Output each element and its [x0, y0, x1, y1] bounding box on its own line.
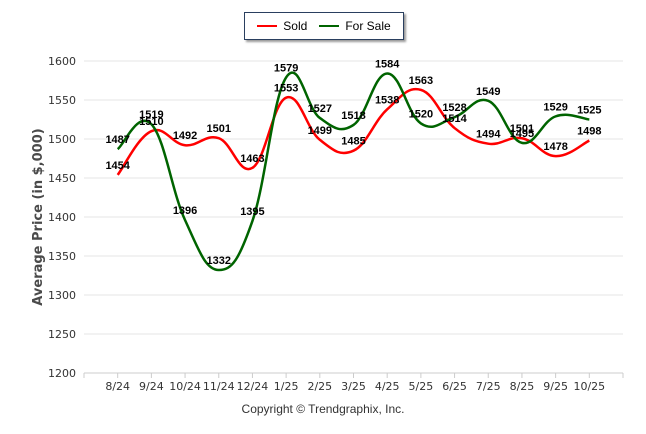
- legend-item-sold[interactable]: Sold: [257, 19, 307, 33]
- data-label-for-sale: 1528: [442, 102, 466, 114]
- legend-swatch-for-sale: [319, 25, 340, 27]
- data-label-for-sale: 1529: [543, 101, 567, 113]
- legend-swatch-sold: [257, 25, 278, 27]
- legend: Sold For Sale: [244, 12, 404, 40]
- y-tick-label-1500: 1500: [48, 133, 76, 146]
- gridlines: [84, 60, 623, 374]
- x-tick-label: 9/24: [139, 380, 164, 393]
- x-tick-label: 10/25: [573, 380, 605, 393]
- data-label-for-sale: 1332: [207, 255, 231, 267]
- data-label-sold: 1463: [240, 153, 264, 165]
- data-label-for-sale: 1487: [105, 134, 129, 146]
- x-tick-label: 9/25: [543, 380, 568, 393]
- y-tick-label-1450: 1450: [48, 172, 76, 185]
- y-tick-label-1200: 1200: [48, 367, 76, 380]
- x-tick-label: 8/25: [510, 380, 535, 393]
- y-axis-ticks: 1200 1250 1300 1350 1400 1450 1500 1550 1600: [48, 55, 76, 380]
- data-label-for-sale: 1527: [308, 103, 332, 115]
- y-tick-label-1300: 1300: [48, 289, 76, 302]
- y-tick-label-1400: 1400: [48, 211, 76, 224]
- data-label-sold: 1454: [105, 160, 130, 172]
- x-axis: 8/24 9/24 10/24 11/24 12/24 1/25 2/25 3/25 4/25 5…: [83, 372, 624, 393]
- data-label-sold: 1498: [577, 126, 601, 138]
- x-tick-label: 11/24: [203, 380, 235, 393]
- legend-label-sold: Sold: [283, 19, 308, 33]
- data-label-sold: 1485: [341, 136, 365, 148]
- data-label-sold: 1494: [476, 129, 501, 141]
- series-line-sold: [116, 87, 590, 176]
- y-axis-label: Average Price (in $,000): [31, 128, 46, 305]
- data-label-for-sale: 1579: [274, 62, 298, 74]
- data-label-sold: 1510: [139, 116, 163, 128]
- data-label-for-sale: 1395: [240, 206, 264, 218]
- x-tick-label: 2/25: [307, 380, 332, 393]
- data-label-sold: 1492: [173, 130, 197, 142]
- x-tick-label: 1/25: [274, 380, 299, 393]
- series-line-for-sale: [116, 71, 590, 272]
- data-label-for-sale: 1520: [409, 108, 433, 120]
- x-tick-label: 8/24: [105, 380, 130, 393]
- data-labels: 1454 1510 1492 1501 1463 1553 1499 1485 1538 1563…: [105, 58, 601, 267]
- x-tick-label: 3/25: [341, 380, 366, 393]
- data-label-for-sale: 1584: [375, 58, 400, 70]
- data-label-sold: 1514: [442, 113, 467, 125]
- data-label-for-sale: 1495: [510, 128, 534, 140]
- data-label-sold: 1553: [274, 83, 298, 95]
- data-label-sold: 1563: [409, 75, 433, 87]
- x-tick-label: 5/25: [409, 380, 434, 393]
- data-label-sold: 1501: [207, 123, 231, 135]
- data-label-sold: 1478: [543, 141, 567, 153]
- data-label-for-sale: 1549: [476, 86, 500, 98]
- x-tick-label: 10/24: [169, 380, 201, 393]
- data-label-for-sale: 1396: [173, 205, 197, 217]
- y-tick-label-1350: 1350: [48, 250, 76, 263]
- y-tick-label-1250: 1250: [48, 328, 76, 341]
- data-label-for-sale: 1525: [577, 105, 601, 117]
- y-tick-label-1600: 1600: [48, 55, 76, 68]
- copyright-footer: Copyright © Trendgraphix, Inc.: [241, 402, 405, 416]
- legend-item-for-sale[interactable]: For Sale: [319, 19, 391, 33]
- legend-label-for-sale: For Sale: [345, 19, 391, 33]
- x-tick-label: 4/25: [375, 380, 400, 393]
- y-tick-label-1550: 1550: [48, 94, 76, 107]
- x-tick-label: 12/24: [237, 380, 269, 393]
- data-label-sold: 1501: [510, 123, 534, 135]
- series-lines: [116, 71, 590, 272]
- data-label-for-sale: 1519: [139, 109, 163, 121]
- data-label-for-sale: 1518: [341, 110, 365, 122]
- x-tick-label: 6/25: [442, 380, 467, 393]
- data-label-sold: 1538: [375, 94, 399, 106]
- x-tick-label: 7/25: [476, 380, 501, 393]
- data-label-sold: 1499: [308, 125, 332, 137]
